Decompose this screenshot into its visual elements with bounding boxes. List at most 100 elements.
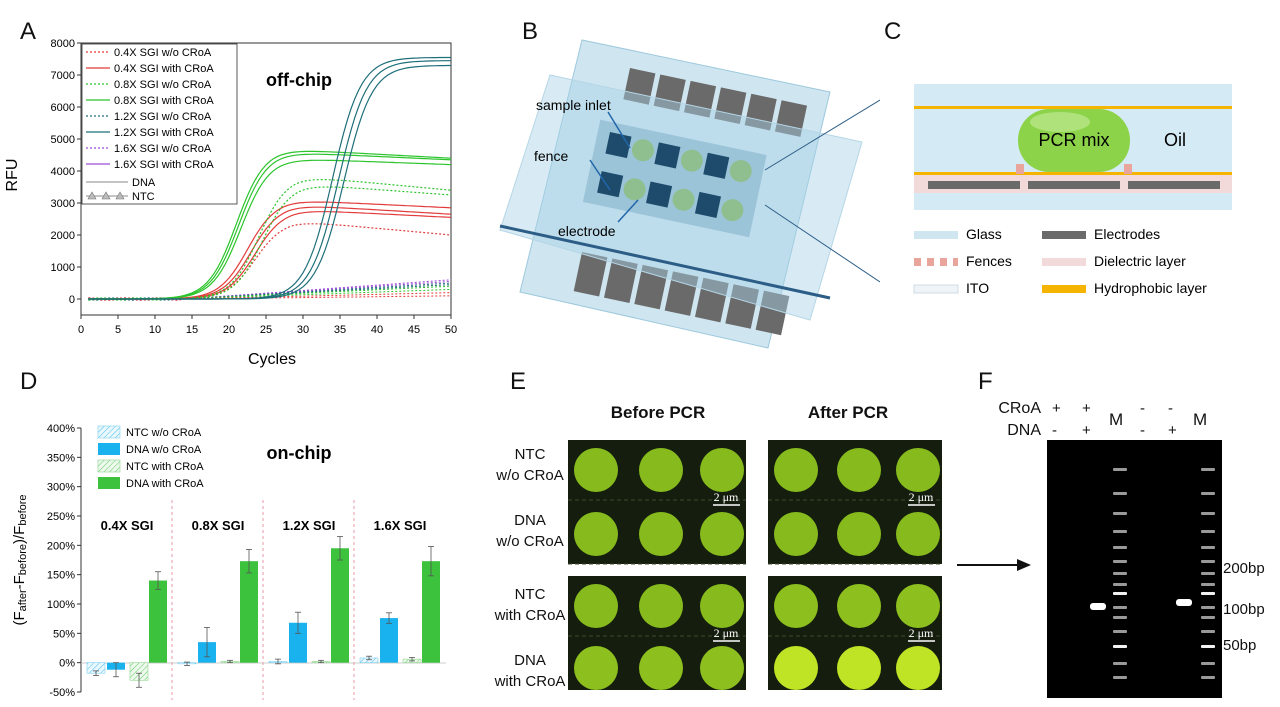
y-tick-label: 8000 (51, 38, 75, 50)
before-pcr-header: Before PCR (610, 403, 706, 422)
droplet-spot (639, 512, 683, 556)
y-tick-label: -50% (49, 687, 75, 699)
amplification-curves (88, 56, 452, 300)
y-tick-label: 0% (59, 658, 75, 670)
y-tick-label: 350% (47, 452, 75, 464)
legend-label: 1.6X SGI w/o CRoA (114, 143, 212, 155)
ladder-band (1113, 630, 1127, 633)
x-tick-label: 20 (223, 324, 235, 336)
droplet-spot (574, 448, 618, 492)
pcr-product-band (1090, 603, 1106, 610)
x-tick-label: 50 (445, 324, 457, 336)
electrode-label: electrode (558, 223, 616, 239)
legend-label: 1.6X SGI with CRoA (114, 159, 214, 171)
oil-label: Oil (1164, 130, 1186, 150)
y-tick-label: 200% (47, 540, 75, 552)
ladder-band (1201, 583, 1215, 586)
droplet-spot (639, 646, 683, 690)
y-axis-ticks: 0 1000 2000 3000 4000 5000 6000 7000 8000 (51, 38, 81, 306)
legend-swatch (97, 459, 121, 473)
y-tick-label: 400% (47, 423, 75, 435)
legend-label: NTC (132, 191, 155, 203)
droplet-spot (639, 584, 683, 628)
droplet-spot (574, 646, 618, 690)
panel-c-letter: C (884, 18, 902, 45)
legend-label: DNA (132, 177, 156, 189)
x-tick-label: 5 (115, 324, 121, 336)
ladder-band (1113, 468, 1127, 471)
x-tick-label: 25 (260, 324, 272, 336)
ladder-band (1113, 606, 1127, 609)
panel-b-device: sample inlet fence electrode (499, 39, 880, 349)
droplet-spot (837, 512, 881, 556)
glass-edge (499, 224, 831, 300)
y-tick-label: 2000 (51, 230, 75, 242)
y-tick-label: 1000 (51, 262, 75, 274)
lane-croa-sign: - (1168, 400, 1173, 417)
category-label: 0.8X SGI (192, 518, 245, 533)
legend-label: 0.8X SGI w/o CRoA (114, 79, 212, 91)
panel-e: Before PCR After PCR NTC w/o CRoA DNA w/o … (490, 400, 960, 700)
y-tick-label: 100% (47, 599, 75, 611)
x-tick-label: 35 (334, 324, 346, 336)
droplet-spot (896, 448, 940, 492)
ladder-band (1201, 662, 1215, 665)
legend-label: NTC with CRoA (126, 461, 204, 473)
y-axis-label: RFU (4, 159, 21, 192)
droplet-spot (896, 512, 940, 556)
ladder-band (1113, 512, 1127, 515)
legend-swatch (97, 425, 121, 439)
droplet-spot (774, 448, 818, 492)
droplet-spot (574, 584, 618, 628)
lane-croa-sign: + (1082, 400, 1091, 417)
row-label-dna-wo: DNA w/o CRoA (496, 512, 564, 550)
legend-label: 0.4X SGI w/o CRoA (114, 47, 212, 59)
y-tick-label: 5000 (51, 134, 75, 146)
x-axis-ticks: 0 5 10 15 20 25 30 35 40 45 50 (78, 315, 457, 336)
dna-row-label: DNA (1007, 422, 1041, 439)
legend-electrodes: Electrodes (1094, 226, 1160, 242)
before-pcr-images: 2 μm 2 μm (568, 440, 746, 690)
row-label-ntc-with: NTC with CRoA (494, 586, 566, 624)
ladder-band (1113, 572, 1127, 575)
droplet-spot (896, 584, 940, 628)
bar (149, 580, 167, 663)
ladder-band (1113, 560, 1127, 563)
x-axis-label: Cycles (248, 351, 296, 368)
droplet-spot (639, 448, 683, 492)
size-label-100bp: 100bp (1223, 601, 1265, 618)
sample-inlet-label: sample inlet (536, 97, 611, 113)
legend-swatch (98, 477, 120, 489)
ladder-band (1201, 676, 1215, 679)
droplet-spot (574, 512, 618, 556)
electrode-array (582, 119, 767, 238)
bar (380, 618, 398, 663)
panel-c-crosssection: PCR mix Oil Glass Electrodes Fences Diel… (913, 84, 1232, 296)
y-tick-label: 300% (47, 482, 75, 494)
bar (422, 561, 440, 663)
bars (86, 536, 440, 688)
y-axis-label: (Fafter-Fbefore)/Fbefore (11, 494, 29, 625)
size-label-200bp: 200bp (1223, 560, 1265, 577)
x-tick-label: 30 (297, 324, 309, 336)
arrow-e-to-f (957, 559, 1031, 571)
droplet-spot (896, 646, 940, 690)
ladder-band (1113, 662, 1127, 665)
bar (289, 622, 307, 663)
panel-d-letter: D (20, 368, 38, 395)
marker-lane-label: M (1109, 410, 1124, 429)
category-label: 1.6X SGI (374, 518, 427, 533)
lane-croa-sign: + (1052, 400, 1061, 417)
legend-label: DNA w/o CRoA (126, 444, 202, 456)
scale-bar-label: 2 μm (909, 626, 934, 640)
legend-label: DNA with CRoA (126, 478, 204, 490)
droplet-spot (837, 448, 881, 492)
legend-dielectric: Dielectric layer (1094, 253, 1186, 269)
panel-a-letter: A (20, 18, 37, 45)
y-tick-label: 50% (53, 628, 75, 640)
ladder-band (1201, 546, 1215, 549)
legend-box (81, 43, 238, 205)
ladder-band (1201, 592, 1215, 595)
row-label-ntc-wo: NTC w/o CRoA (496, 446, 564, 484)
legend-label: 0.8X SGI with CRoA (114, 95, 214, 107)
